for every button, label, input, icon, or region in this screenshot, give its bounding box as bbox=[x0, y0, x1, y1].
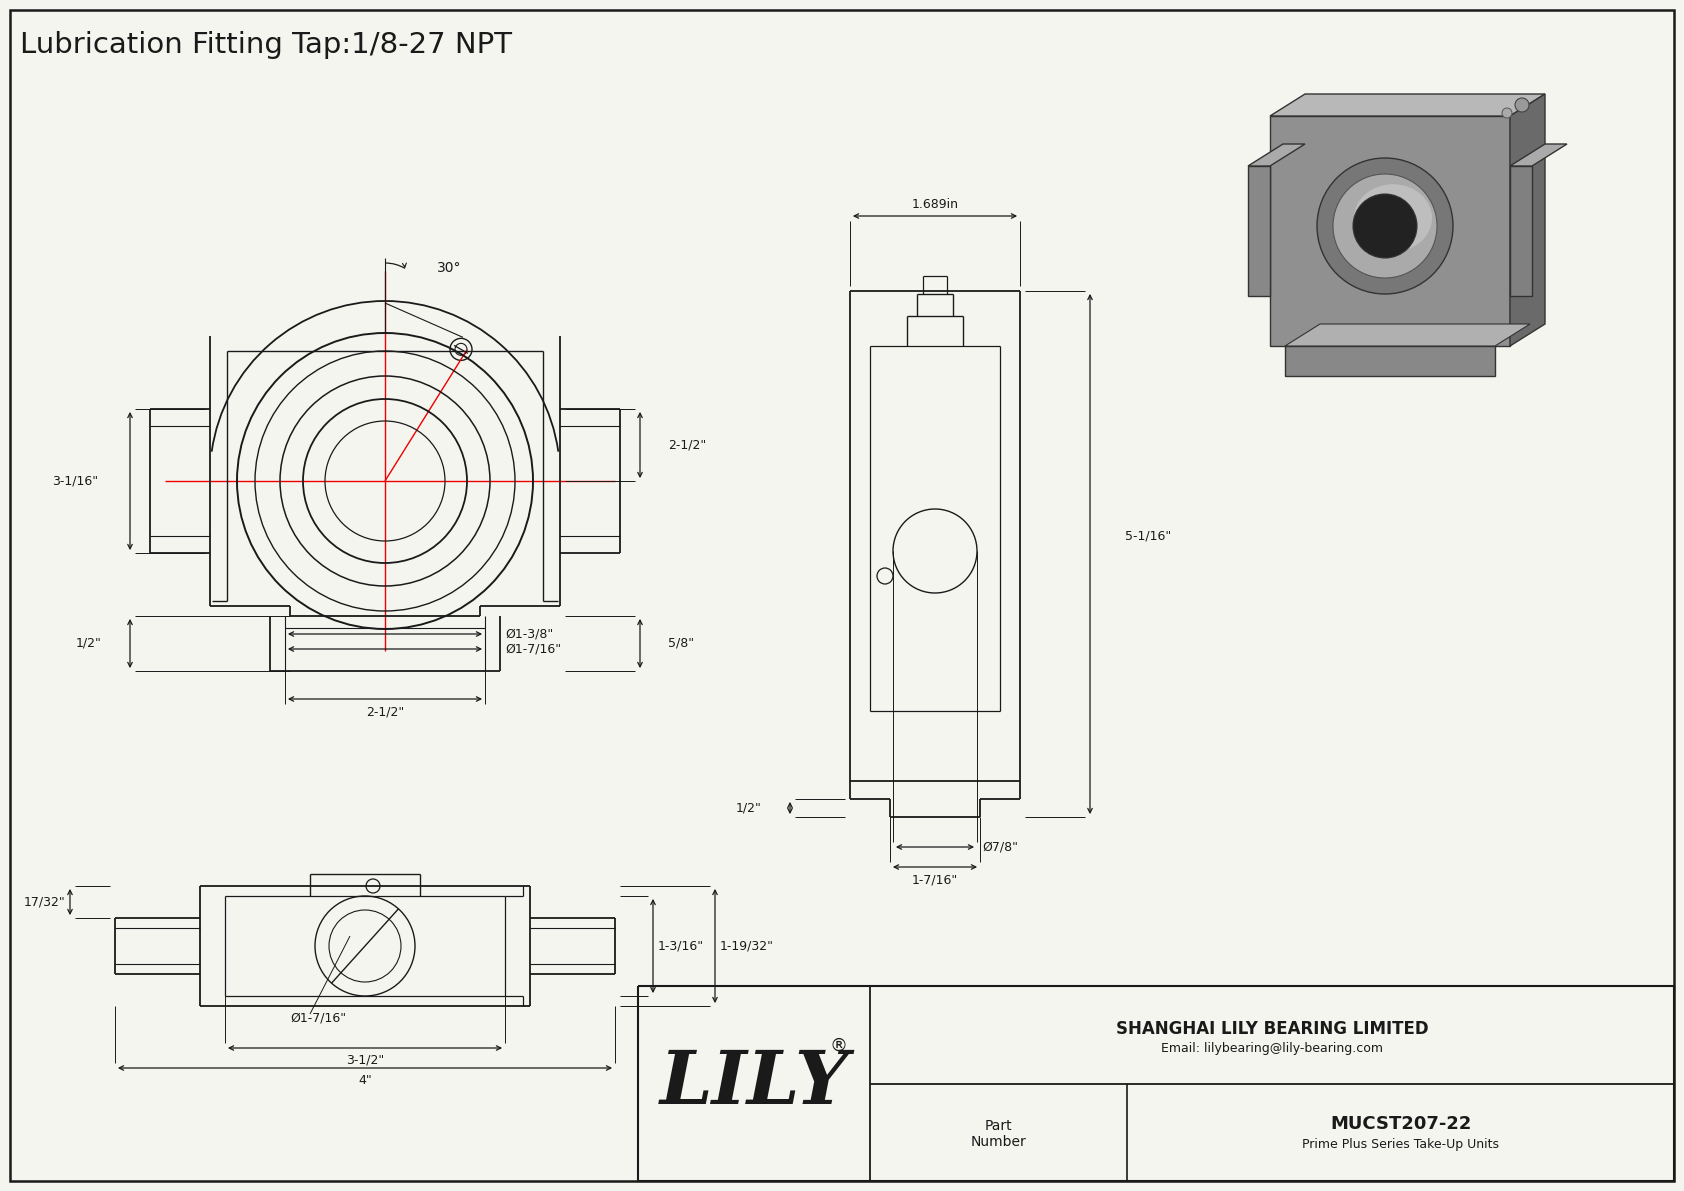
Polygon shape bbox=[1511, 94, 1544, 347]
Polygon shape bbox=[1511, 166, 1532, 297]
Text: Ø1-3/8": Ø1-3/8" bbox=[505, 628, 554, 641]
Text: MUCST207-22: MUCST207-22 bbox=[1330, 1115, 1472, 1134]
Text: 3-1/2": 3-1/2" bbox=[345, 1054, 384, 1066]
Text: LILY: LILY bbox=[660, 1047, 849, 1120]
Text: 1-3/16": 1-3/16" bbox=[658, 940, 704, 953]
Text: Lubrication Fitting Tap:1/8-27 NPT: Lubrication Fitting Tap:1/8-27 NPT bbox=[20, 31, 512, 60]
Text: 1/2": 1/2" bbox=[76, 637, 103, 650]
Text: 1/2": 1/2" bbox=[736, 802, 761, 815]
Text: Part: Part bbox=[985, 1120, 1012, 1134]
Text: 2-1/2": 2-1/2" bbox=[365, 705, 404, 718]
Text: Prime Plus Series Take-Up Units: Prime Plus Series Take-Up Units bbox=[1302, 1137, 1499, 1151]
Text: Ø7/8": Ø7/8" bbox=[982, 841, 1019, 854]
Text: ®: ® bbox=[830, 1036, 849, 1054]
Ellipse shape bbox=[1354, 185, 1431, 251]
Circle shape bbox=[1502, 108, 1512, 118]
Text: 5/8": 5/8" bbox=[669, 637, 694, 650]
Text: 1.689in: 1.689in bbox=[911, 198, 958, 211]
Text: 1-7/16": 1-7/16" bbox=[911, 873, 958, 886]
Circle shape bbox=[1317, 158, 1453, 294]
Text: Ø1-7/16": Ø1-7/16" bbox=[290, 1011, 347, 1024]
Text: 5-1/16": 5-1/16" bbox=[1125, 530, 1172, 542]
Text: SHANGHAI LILY BEARING LIMITED: SHANGHAI LILY BEARING LIMITED bbox=[1116, 1019, 1428, 1037]
Circle shape bbox=[1334, 174, 1436, 278]
Polygon shape bbox=[1248, 144, 1305, 166]
Text: 3-1/16": 3-1/16" bbox=[52, 474, 98, 487]
Text: 1-19/32": 1-19/32" bbox=[721, 940, 775, 953]
Circle shape bbox=[1516, 98, 1529, 112]
Text: 17/32": 17/32" bbox=[24, 896, 66, 909]
Text: Email: lilybearing@lily-bearing.com: Email: lilybearing@lily-bearing.com bbox=[1160, 1042, 1383, 1055]
Polygon shape bbox=[1285, 347, 1495, 376]
Polygon shape bbox=[1285, 324, 1531, 347]
Polygon shape bbox=[1248, 166, 1270, 297]
Text: 30°: 30° bbox=[438, 261, 461, 275]
Polygon shape bbox=[1270, 94, 1544, 116]
Text: 2-1/2": 2-1/2" bbox=[669, 438, 706, 451]
Circle shape bbox=[1352, 194, 1416, 258]
Text: 4": 4" bbox=[359, 1073, 372, 1086]
Polygon shape bbox=[1511, 144, 1568, 166]
Text: Number: Number bbox=[970, 1135, 1027, 1149]
Text: Ø1-7/16": Ø1-7/16" bbox=[505, 642, 561, 655]
Polygon shape bbox=[1270, 116, 1511, 347]
